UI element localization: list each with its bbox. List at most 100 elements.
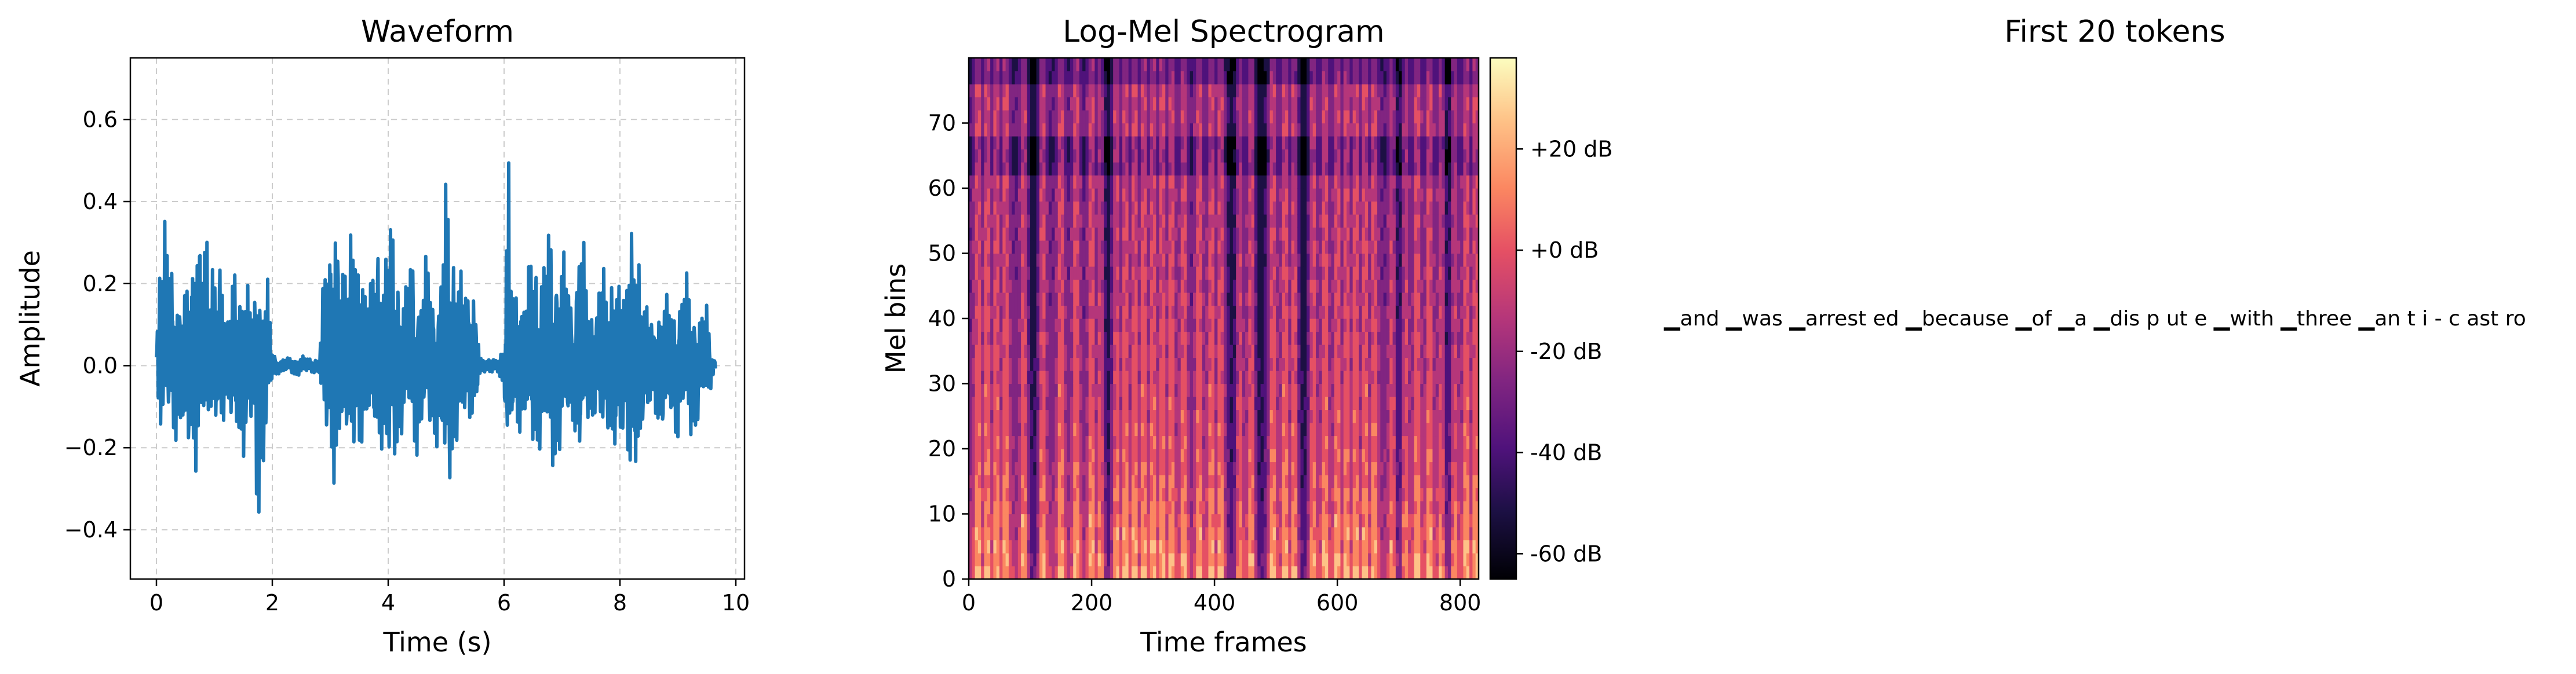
spectrogram-cell <box>1119 162 1123 176</box>
spectrogram-cell <box>1279 71 1283 85</box>
spectrogram-cell <box>1303 305 1307 319</box>
spectrogram-cell <box>1303 253 1307 267</box>
spectrogram-cell <box>1267 501 1271 515</box>
spectrogram-cell <box>1048 71 1052 85</box>
spectrogram-cell <box>1134 201 1139 215</box>
spectrogram-cell <box>1131 253 1135 267</box>
spectrogram-cell <box>1192 149 1196 163</box>
spectrogram-cell <box>1052 240 1056 254</box>
spectrogram-cell <box>1039 397 1043 411</box>
spectrogram-cell <box>1110 123 1114 137</box>
spectrogram-cell <box>1257 435 1261 449</box>
spectrogram-cell <box>1187 488 1191 501</box>
spectrogram-cell <box>977 461 981 475</box>
spectrogram-cell <box>1328 123 1332 137</box>
spectrogram-cell <box>1224 514 1227 528</box>
spectrogram-cell <box>1064 383 1068 397</box>
spectrogram-cell <box>1113 527 1117 541</box>
spectrogram-cell <box>1036 371 1040 384</box>
spectrogram-cell <box>1307 214 1311 228</box>
spectrogram-cell <box>977 331 981 345</box>
spectrogram-cell <box>1153 475 1156 489</box>
spectrogram-cell <box>1156 97 1160 111</box>
spectrogram-cell <box>1064 553 1068 567</box>
spectrogram-cell <box>1064 214 1068 228</box>
spectrogram-cell <box>1343 71 1347 85</box>
spectrogram-cell <box>1021 136 1025 150</box>
spectrogram-cell <box>1337 175 1341 189</box>
spectrogram-cell <box>1309 201 1313 215</box>
spectrogram-cell <box>993 475 997 489</box>
spectrogram-cell <box>1156 461 1160 475</box>
spectrogram-cell <box>1033 318 1037 332</box>
spectrogram-cell <box>1036 383 1040 397</box>
spectrogram-cell <box>1036 566 1040 579</box>
spectrogram-cell <box>1110 409 1114 423</box>
spectrogram-cell <box>996 331 1000 345</box>
spectrogram-cell <box>999 488 1003 501</box>
spectrogram-cell <box>1005 461 1009 475</box>
spectrogram-cell <box>1168 514 1172 528</box>
spectrogram-cell <box>972 149 976 163</box>
spectrogram-cell <box>1184 357 1187 371</box>
spectrogram-cell <box>1052 475 1056 489</box>
spectrogram-cell <box>1248 318 1252 332</box>
spectrogram-cell <box>1116 501 1120 515</box>
spectrogram-cell <box>1269 318 1274 332</box>
spectrogram-cell <box>1236 540 1240 554</box>
spectrogram-cell <box>1021 501 1025 515</box>
spectrogram-cell <box>1343 175 1347 189</box>
spectrogram-cell <box>975 357 979 371</box>
spectrogram-cell <box>1239 527 1243 541</box>
spectrogram-cell <box>1279 435 1283 449</box>
spectrogram-cell <box>1002 423 1006 437</box>
spectrogram-cell <box>1288 449 1292 463</box>
spectrogram-cell <box>1269 71 1274 85</box>
spectrogram-cell <box>1131 97 1135 111</box>
spectrogram-cell <box>1070 240 1074 254</box>
spectrogram-cell <box>999 527 1003 541</box>
spectrogram-cell <box>1104 475 1108 489</box>
spectrogram-cell <box>1128 331 1132 345</box>
spectrogram-cell <box>1048 123 1052 137</box>
spectrogram-cell <box>1257 461 1261 475</box>
spectrogram-cell <box>969 553 972 567</box>
spectrogram-cell <box>1045 527 1049 541</box>
spectrogram-cell <box>1282 488 1286 501</box>
spectrogram-cell <box>1279 357 1283 371</box>
spectrogram-cell <box>1220 553 1224 567</box>
spectrogram-cell <box>1267 449 1271 463</box>
spectrogram-cell <box>1229 475 1234 489</box>
spectrogram-cell <box>1024 279 1028 293</box>
spectrogram-cell <box>1092 527 1095 541</box>
spectrogram-cell <box>1337 253 1341 267</box>
spectrogram-cell <box>1239 357 1243 371</box>
spectrogram-cell <box>1245 488 1249 501</box>
spectrogram-cell <box>1337 331 1341 345</box>
spectrogram-cell <box>1088 58 1092 72</box>
spectrogram-cell <box>1116 240 1120 254</box>
spectrogram-cell <box>1097 540 1101 554</box>
spectrogram-cell <box>1002 279 1006 293</box>
spectrogram-cell <box>1236 240 1240 254</box>
spectrogram-cell <box>1100 540 1104 554</box>
spectrogram-cell <box>1205 110 1209 124</box>
spectrogram-cell <box>1104 84 1108 98</box>
waveform-y-tick-label: 0.4 <box>83 189 118 214</box>
spectrogram-cell <box>1055 227 1059 241</box>
spectrogram-cell <box>1024 488 1028 501</box>
spectrogram-cell <box>1042 514 1046 528</box>
spectrogram-cell <box>1347 240 1350 254</box>
spectrogram-cell <box>1263 123 1267 137</box>
spectrogram-cell <box>1055 305 1059 319</box>
spectrogram-cell <box>1205 357 1209 371</box>
spectrogram-cell <box>1190 227 1194 241</box>
spectrogram-cell <box>1267 423 1271 437</box>
spectrogram-cell <box>1092 461 1095 475</box>
spectrogram-cell <box>1205 501 1209 515</box>
spectrogram-cell <box>1107 201 1111 215</box>
spectrogram-cell <box>1208 331 1212 345</box>
spectrogram-cell <box>1334 488 1338 501</box>
spectrogram-cell <box>1331 435 1335 449</box>
spectrogram-cell <box>1082 449 1086 463</box>
